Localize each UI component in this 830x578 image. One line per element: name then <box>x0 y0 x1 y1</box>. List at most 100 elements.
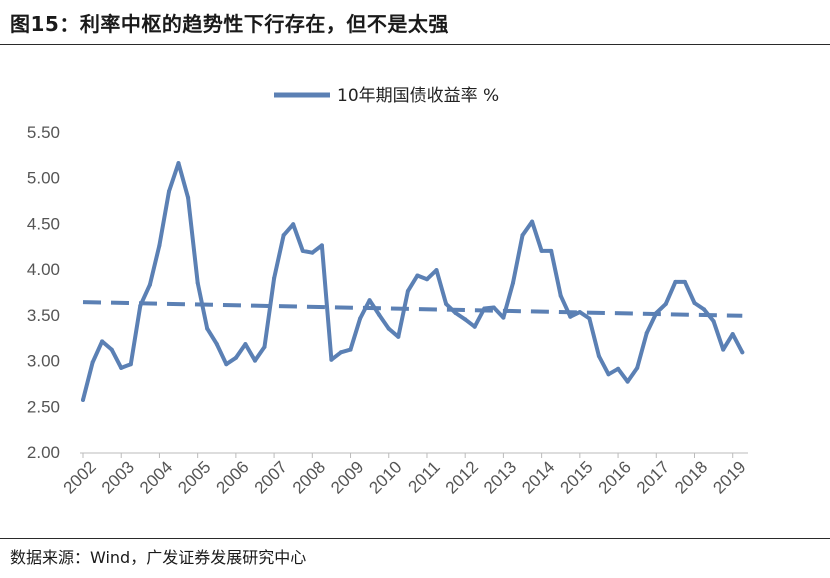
data-point <box>138 303 143 308</box>
source-note: 数据来源：Wind，广发证券发展研究中心 <box>10 548 307 567</box>
data-point <box>377 312 382 317</box>
data-point <box>405 289 410 294</box>
y-tick-label: 2.50 <box>27 397 60 416</box>
data-point <box>272 276 277 281</box>
footer-rule <box>0 538 830 539</box>
legend: 10年期国债收益率 % <box>274 86 499 106</box>
x-tick-label: 2013 <box>480 457 520 497</box>
x-tick-label: 2015 <box>556 457 596 497</box>
data-point <box>520 233 525 238</box>
data-point <box>396 334 401 339</box>
data-point <box>702 307 706 312</box>
data-point <box>530 219 535 224</box>
x-tick-label: 2018 <box>671 457 711 497</box>
data-point <box>539 248 544 253</box>
data-point <box>147 282 152 287</box>
data-point <box>453 311 458 315</box>
x-tick-label: 2010 <box>365 457 405 497</box>
y-tick-label: 3.00 <box>27 352 60 371</box>
data-point <box>558 293 563 298</box>
data-point <box>214 342 219 347</box>
data-point <box>596 354 601 358</box>
series-points <box>81 161 745 402</box>
y-axis: 5.50 5.00 4.50 4.00 3.50 3.00 2.50 2.00 <box>27 123 60 462</box>
data-point <box>186 195 191 200</box>
data-point <box>463 317 468 322</box>
data-point <box>635 365 640 370</box>
yield-series-line <box>81 161 745 402</box>
data-point <box>358 316 363 321</box>
data-point <box>472 324 477 329</box>
data-point <box>501 315 506 320</box>
data-point <box>434 268 439 273</box>
x-tick-label: 2005 <box>174 457 214 497</box>
data-point <box>386 326 391 331</box>
data-point <box>339 350 343 355</box>
y-tick-label: 4.00 <box>27 260 60 279</box>
data-point <box>157 243 162 248</box>
x-tick-label: 2016 <box>595 457 635 497</box>
x-tick-label: 2002 <box>60 457 100 497</box>
x-tick-label: 2006 <box>213 457 253 497</box>
data-point <box>482 306 487 311</box>
data-point <box>663 301 668 306</box>
x-tick-label: 2011 <box>405 457 444 496</box>
data-point <box>682 279 687 284</box>
data-point <box>444 301 449 306</box>
data-point <box>100 339 105 344</box>
data-point <box>415 273 420 278</box>
x-tick-label: 2003 <box>98 457 138 497</box>
data-point <box>730 332 735 337</box>
data-point <box>616 366 621 371</box>
y-tick-label: 3.50 <box>27 306 60 325</box>
data-point <box>109 347 114 352</box>
x-tick-label: 2019 <box>709 457 749 497</box>
data-point <box>348 347 353 352</box>
data-point <box>81 397 85 402</box>
data-point <box>119 365 124 370</box>
data-point <box>319 243 324 248</box>
data-point <box>425 277 429 282</box>
data-point <box>300 248 305 253</box>
data-point <box>205 326 210 331</box>
data-point <box>606 372 611 377</box>
chart-title: 图15：利率中枢的趋势性下行存在，但不是太强 <box>10 12 449 36</box>
legend-label: 10年期国债收益率 % <box>337 86 499 106</box>
data-point <box>243 342 248 347</box>
y-tick-label: 4.50 <box>27 214 60 233</box>
y-tick-label: 5.00 <box>27 169 60 188</box>
data-point <box>721 347 726 352</box>
trend-line <box>82 300 743 318</box>
data-point <box>128 362 133 367</box>
data-point <box>291 222 296 227</box>
data-point <box>511 280 515 285</box>
data-point <box>224 362 229 367</box>
data-point <box>711 319 716 324</box>
data-point <box>549 248 554 253</box>
data-point <box>167 189 171 194</box>
x-tick-label: 2009 <box>327 457 367 497</box>
data-point <box>644 331 649 336</box>
data-point <box>654 311 659 315</box>
data-point <box>90 360 95 365</box>
x-axis: 2002200320042005200620072008200920102011… <box>60 453 750 498</box>
data-point <box>625 379 630 384</box>
data-point <box>367 298 372 303</box>
data-point <box>740 350 745 355</box>
data-point <box>673 279 678 284</box>
data-point <box>692 301 697 305</box>
data-point <box>310 250 315 255</box>
x-tick-label: 2017 <box>633 457 673 497</box>
data-point <box>176 161 181 166</box>
data-point <box>253 358 257 363</box>
data-point <box>329 357 334 362</box>
x-tick-label: 2004 <box>136 457 176 497</box>
x-tick-label: 2007 <box>251 457 291 497</box>
data-point <box>195 280 200 285</box>
y-tick-label: 2.00 <box>27 443 60 462</box>
data-point <box>587 316 592 321</box>
x-tick-label: 2008 <box>289 457 329 497</box>
data-point <box>491 305 496 310</box>
data-point <box>233 355 238 360</box>
